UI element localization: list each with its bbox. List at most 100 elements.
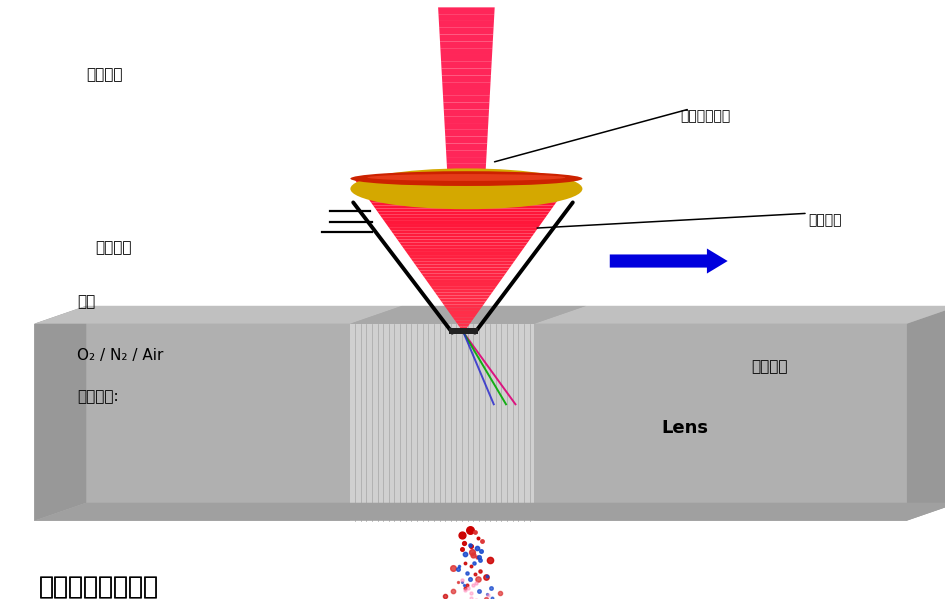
Polygon shape — [391, 231, 536, 234]
Polygon shape — [409, 255, 518, 258]
Text: 焦点位置: 焦点位置 — [808, 214, 841, 227]
Polygon shape — [534, 306, 946, 324]
Polygon shape — [356, 180, 571, 184]
Polygon shape — [443, 96, 490, 103]
Polygon shape — [442, 68, 491, 76]
Polygon shape — [442, 82, 491, 89]
Polygon shape — [443, 89, 490, 96]
Polygon shape — [457, 323, 470, 327]
Polygon shape — [366, 196, 561, 199]
Polygon shape — [417, 267, 510, 270]
Polygon shape — [411, 258, 517, 261]
Polygon shape — [34, 324, 350, 521]
Bar — [449, 328, 478, 334]
Polygon shape — [445, 123, 488, 130]
Text: 喷出溶料: 喷出溶料 — [86, 67, 123, 82]
Polygon shape — [359, 187, 568, 190]
Polygon shape — [446, 143, 487, 150]
Polygon shape — [447, 164, 486, 171]
Polygon shape — [444, 103, 489, 110]
Polygon shape — [353, 177, 574, 180]
Polygon shape — [907, 306, 946, 521]
Polygon shape — [429, 283, 499, 286]
Polygon shape — [444, 305, 483, 308]
Polygon shape — [450, 314, 477, 317]
Polygon shape — [437, 295, 490, 298]
Polygon shape — [373, 205, 554, 209]
Polygon shape — [404, 249, 523, 252]
Polygon shape — [382, 218, 545, 221]
Polygon shape — [350, 306, 587, 324]
Polygon shape — [441, 48, 493, 55]
Polygon shape — [459, 327, 468, 330]
Text: 切割质量: 切割质量 — [96, 240, 132, 255]
Polygon shape — [430, 286, 497, 289]
Polygon shape — [424, 276, 503, 280]
Text: 气压: 气压 — [77, 294, 96, 309]
Polygon shape — [446, 308, 482, 311]
Text: Lens: Lens — [661, 419, 709, 437]
Polygon shape — [439, 28, 494, 34]
Polygon shape — [444, 110, 489, 116]
Polygon shape — [440, 41, 493, 48]
Polygon shape — [438, 7, 495, 14]
Text: 辅助气体:: 辅助气体: — [77, 390, 118, 404]
Polygon shape — [534, 324, 907, 521]
Polygon shape — [442, 302, 485, 305]
Polygon shape — [441, 55, 492, 62]
Polygon shape — [364, 193, 563, 196]
Polygon shape — [34, 306, 402, 324]
Polygon shape — [447, 157, 486, 164]
Polygon shape — [462, 330, 465, 333]
Text: 激光切割工作原理: 激光切割工作原理 — [39, 574, 159, 598]
FancyArrow shape — [610, 249, 727, 273]
Polygon shape — [86, 306, 946, 503]
Polygon shape — [386, 224, 541, 227]
Polygon shape — [446, 150, 487, 157]
Polygon shape — [446, 137, 487, 143]
Polygon shape — [371, 202, 556, 205]
Polygon shape — [447, 171, 485, 177]
Polygon shape — [419, 270, 508, 273]
Polygon shape — [384, 221, 543, 224]
Text: 激光功率密度: 激光功率密度 — [680, 109, 730, 123]
Polygon shape — [439, 14, 495, 21]
Polygon shape — [435, 292, 492, 295]
Polygon shape — [393, 234, 534, 237]
Text: 切割速度: 切割速度 — [751, 359, 788, 374]
Polygon shape — [350, 324, 534, 521]
Polygon shape — [439, 298, 488, 302]
Ellipse shape — [350, 171, 583, 186]
Polygon shape — [452, 317, 475, 320]
Polygon shape — [432, 289, 495, 292]
Polygon shape — [379, 215, 548, 218]
Polygon shape — [412, 261, 515, 264]
Polygon shape — [445, 130, 488, 137]
Text: 激光切割工作原理: 激光切割工作原理 — [39, 574, 159, 598]
Polygon shape — [444, 116, 489, 123]
Polygon shape — [426, 280, 501, 283]
Polygon shape — [377, 212, 550, 215]
Ellipse shape — [350, 168, 583, 209]
Polygon shape — [369, 199, 558, 202]
Polygon shape — [439, 21, 494, 28]
Ellipse shape — [367, 174, 566, 181]
Polygon shape — [358, 184, 569, 187]
Polygon shape — [415, 264, 512, 267]
Polygon shape — [448, 311, 479, 314]
Polygon shape — [34, 306, 86, 521]
Polygon shape — [455, 320, 472, 323]
Polygon shape — [362, 190, 565, 193]
Polygon shape — [440, 34, 493, 41]
Polygon shape — [34, 503, 946, 521]
Polygon shape — [406, 252, 521, 255]
Polygon shape — [441, 62, 492, 68]
Polygon shape — [397, 240, 530, 243]
Polygon shape — [399, 243, 528, 246]
Text: O₂ / N₂ / Air: O₂ / N₂ / Air — [77, 347, 164, 362]
Polygon shape — [389, 227, 538, 231]
Polygon shape — [376, 209, 552, 212]
Polygon shape — [442, 76, 491, 82]
Polygon shape — [402, 246, 525, 249]
Polygon shape — [422, 273, 505, 276]
